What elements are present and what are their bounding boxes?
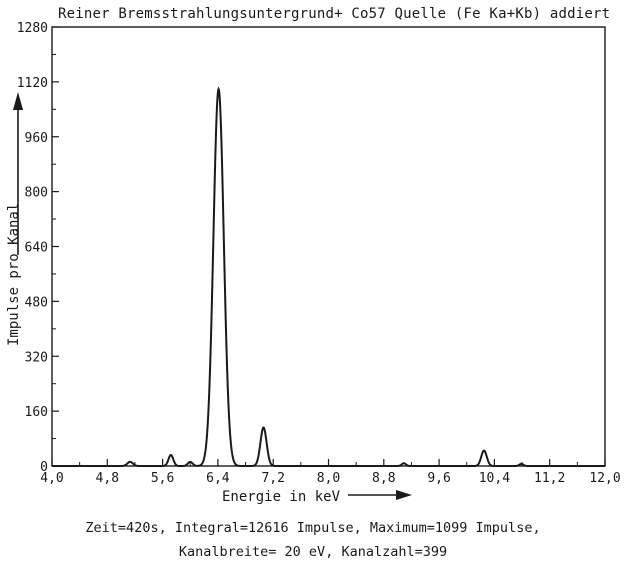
x-tick-label: 4,8: [96, 471, 119, 486]
y-tick-label: 640: [25, 241, 48, 256]
x-tick-label: 11,2: [534, 471, 565, 486]
spectrum-curve: [52, 86, 605, 468]
x-tick-label: 5,6: [151, 471, 174, 486]
y-tick-label: 1280: [17, 21, 48, 36]
x-tick-label: 7,2: [261, 471, 284, 486]
y-tick-label: 320: [25, 350, 48, 365]
caption-line-1: Zeit=420s, Integral=12616 Impulse, Maxim…: [85, 520, 541, 536]
caption-line-2: Kanalbreite= 20 eV, Kanalzahl=399: [178, 544, 448, 560]
chart-title: Reiner Bremsstrahlungsuntergrund+ Co57 Q…: [58, 6, 611, 22]
y-axis-label: Impulse pro Kanal: [6, 202, 22, 346]
x-tick-label: 12,0: [589, 471, 620, 486]
y-tick-label: 160: [25, 405, 48, 420]
chart-axes: [51, 26, 606, 467]
x-tick-label: 9,6: [427, 471, 450, 486]
x-tick-label: 4,0: [40, 471, 63, 486]
y-tick-label: 0: [40, 460, 48, 475]
y-tick-label: 1120: [17, 76, 48, 91]
x-tick-label: 8,0: [317, 471, 340, 486]
y-axis-ticks: 0 160 320 480 640 800 960 1120 1280: [17, 21, 59, 475]
y-arrow-head: [13, 92, 23, 110]
x-tick-label: 8,8: [372, 471, 395, 486]
x-axis-label: Energie in keV: [222, 489, 341, 505]
x-axis-ticks: 4,0 4,8 5,6 6,4 7,2 8,0 8,8 9,6 10,4 11,2 12,0: [40, 459, 621, 486]
x-arrow-head: [396, 490, 412, 500]
x-tick-label: 6,4: [206, 471, 230, 486]
plot-frame: [51, 26, 606, 467]
x-tick-label: 10,4: [479, 471, 510, 486]
y-tick-label: 800: [25, 186, 48, 201]
y-tick-label: 480: [25, 295, 48, 310]
y-tick-label: 960: [25, 131, 48, 146]
axis-arrows: [13, 92, 412, 500]
